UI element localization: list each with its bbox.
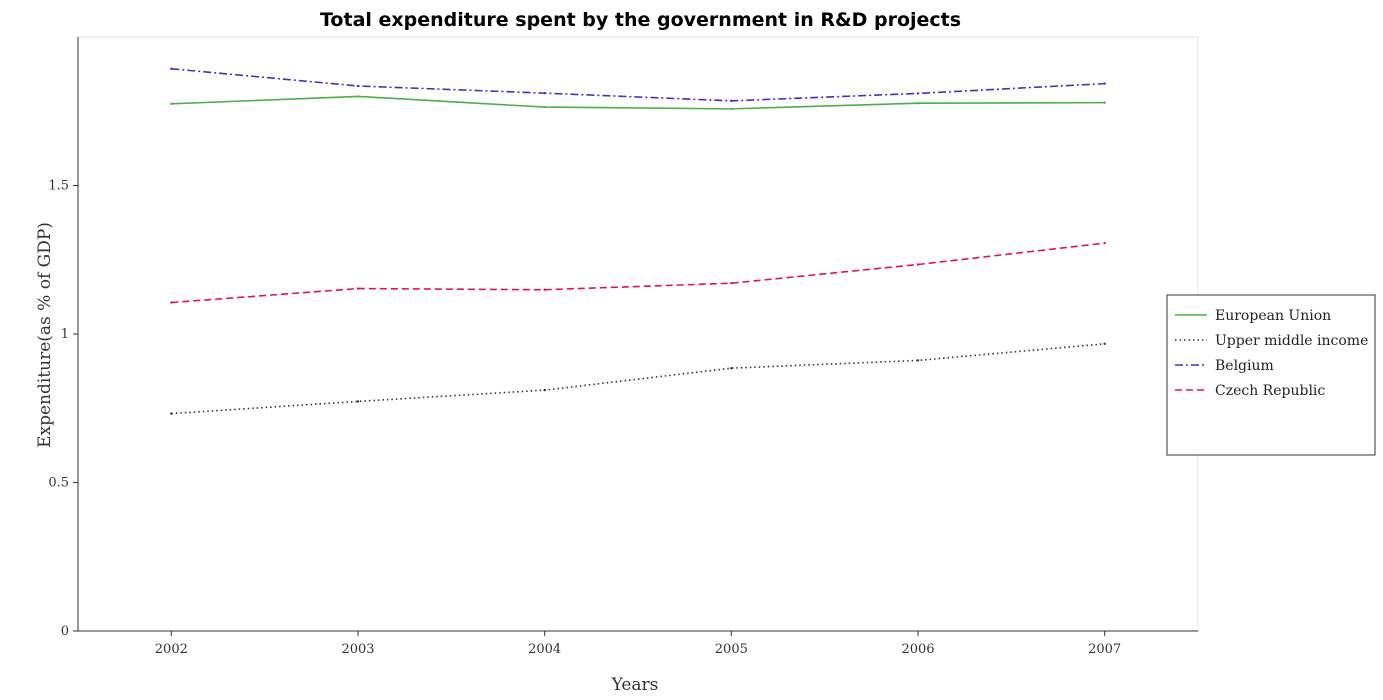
y-axis-title: Expenditure(as % of GDP) — [35, 222, 55, 448]
x-tick-label: 2003 — [341, 642, 374, 657]
series-layer — [170, 67, 1106, 415]
data-point — [1103, 101, 1106, 104]
plot-border — [77, 36, 1199, 632]
data-point — [543, 288, 546, 291]
data-point — [916, 92, 920, 95]
x-tick-label: 2007 — [1088, 642, 1121, 657]
data-point — [170, 301, 173, 304]
data-point — [356, 95, 360, 98]
data-point — [1103, 342, 1106, 346]
y-tick-label: 0 — [61, 624, 69, 639]
data-point — [543, 105, 546, 109]
data-point — [730, 99, 733, 103]
y-tick-label: 0.5 — [48, 476, 69, 491]
data-point — [1103, 241, 1106, 245]
legend-label: Czech Republic — [1215, 383, 1325, 399]
data-point — [916, 263, 920, 266]
data-point — [730, 366, 733, 370]
legend-label: Belgium — [1215, 358, 1274, 374]
chart-title: Total expenditure spent by the governmen… — [320, 9, 961, 31]
data-point — [916, 102, 920, 105]
series-line — [171, 95, 1105, 110]
y-axis: 0 0.5 1 1.5 — [48, 179, 78, 639]
x-tick-label: 2004 — [528, 642, 561, 657]
y-tick-label: 1 — [61, 327, 69, 342]
data-point — [356, 400, 360, 403]
data-point — [543, 388, 546, 392]
data-point — [170, 67, 173, 70]
plot-area — [77, 36, 1199, 632]
data-point — [170, 102, 173, 106]
series-line — [171, 242, 1105, 304]
series-line — [171, 343, 1105, 415]
data-point — [730, 107, 733, 111]
data-point — [543, 91, 546, 95]
series-line — [171, 67, 1105, 102]
data-point — [730, 282, 733, 285]
x-tick-label: 2002 — [155, 642, 188, 657]
data-point — [1103, 82, 1106, 85]
data-point — [170, 412, 173, 415]
x-tick-label: 2006 — [901, 642, 934, 657]
data-point — [356, 84, 360, 88]
legend: European Union Upper middle income Belgium… — [1166, 294, 1376, 456]
x-tick-label: 2005 — [715, 642, 748, 657]
legend-label: Upper middle income — [1215, 333, 1368, 349]
data-point — [916, 359, 920, 362]
legend-label: European Union — [1215, 308, 1331, 324]
x-axis: 2002 2003 2004 2005 2006 2007 — [155, 631, 1121, 657]
x-axis-title: Years — [611, 675, 659, 695]
data-point — [356, 287, 360, 290]
legend-box — [1166, 294, 1376, 456]
y-tick-label: 1.5 — [48, 179, 69, 194]
